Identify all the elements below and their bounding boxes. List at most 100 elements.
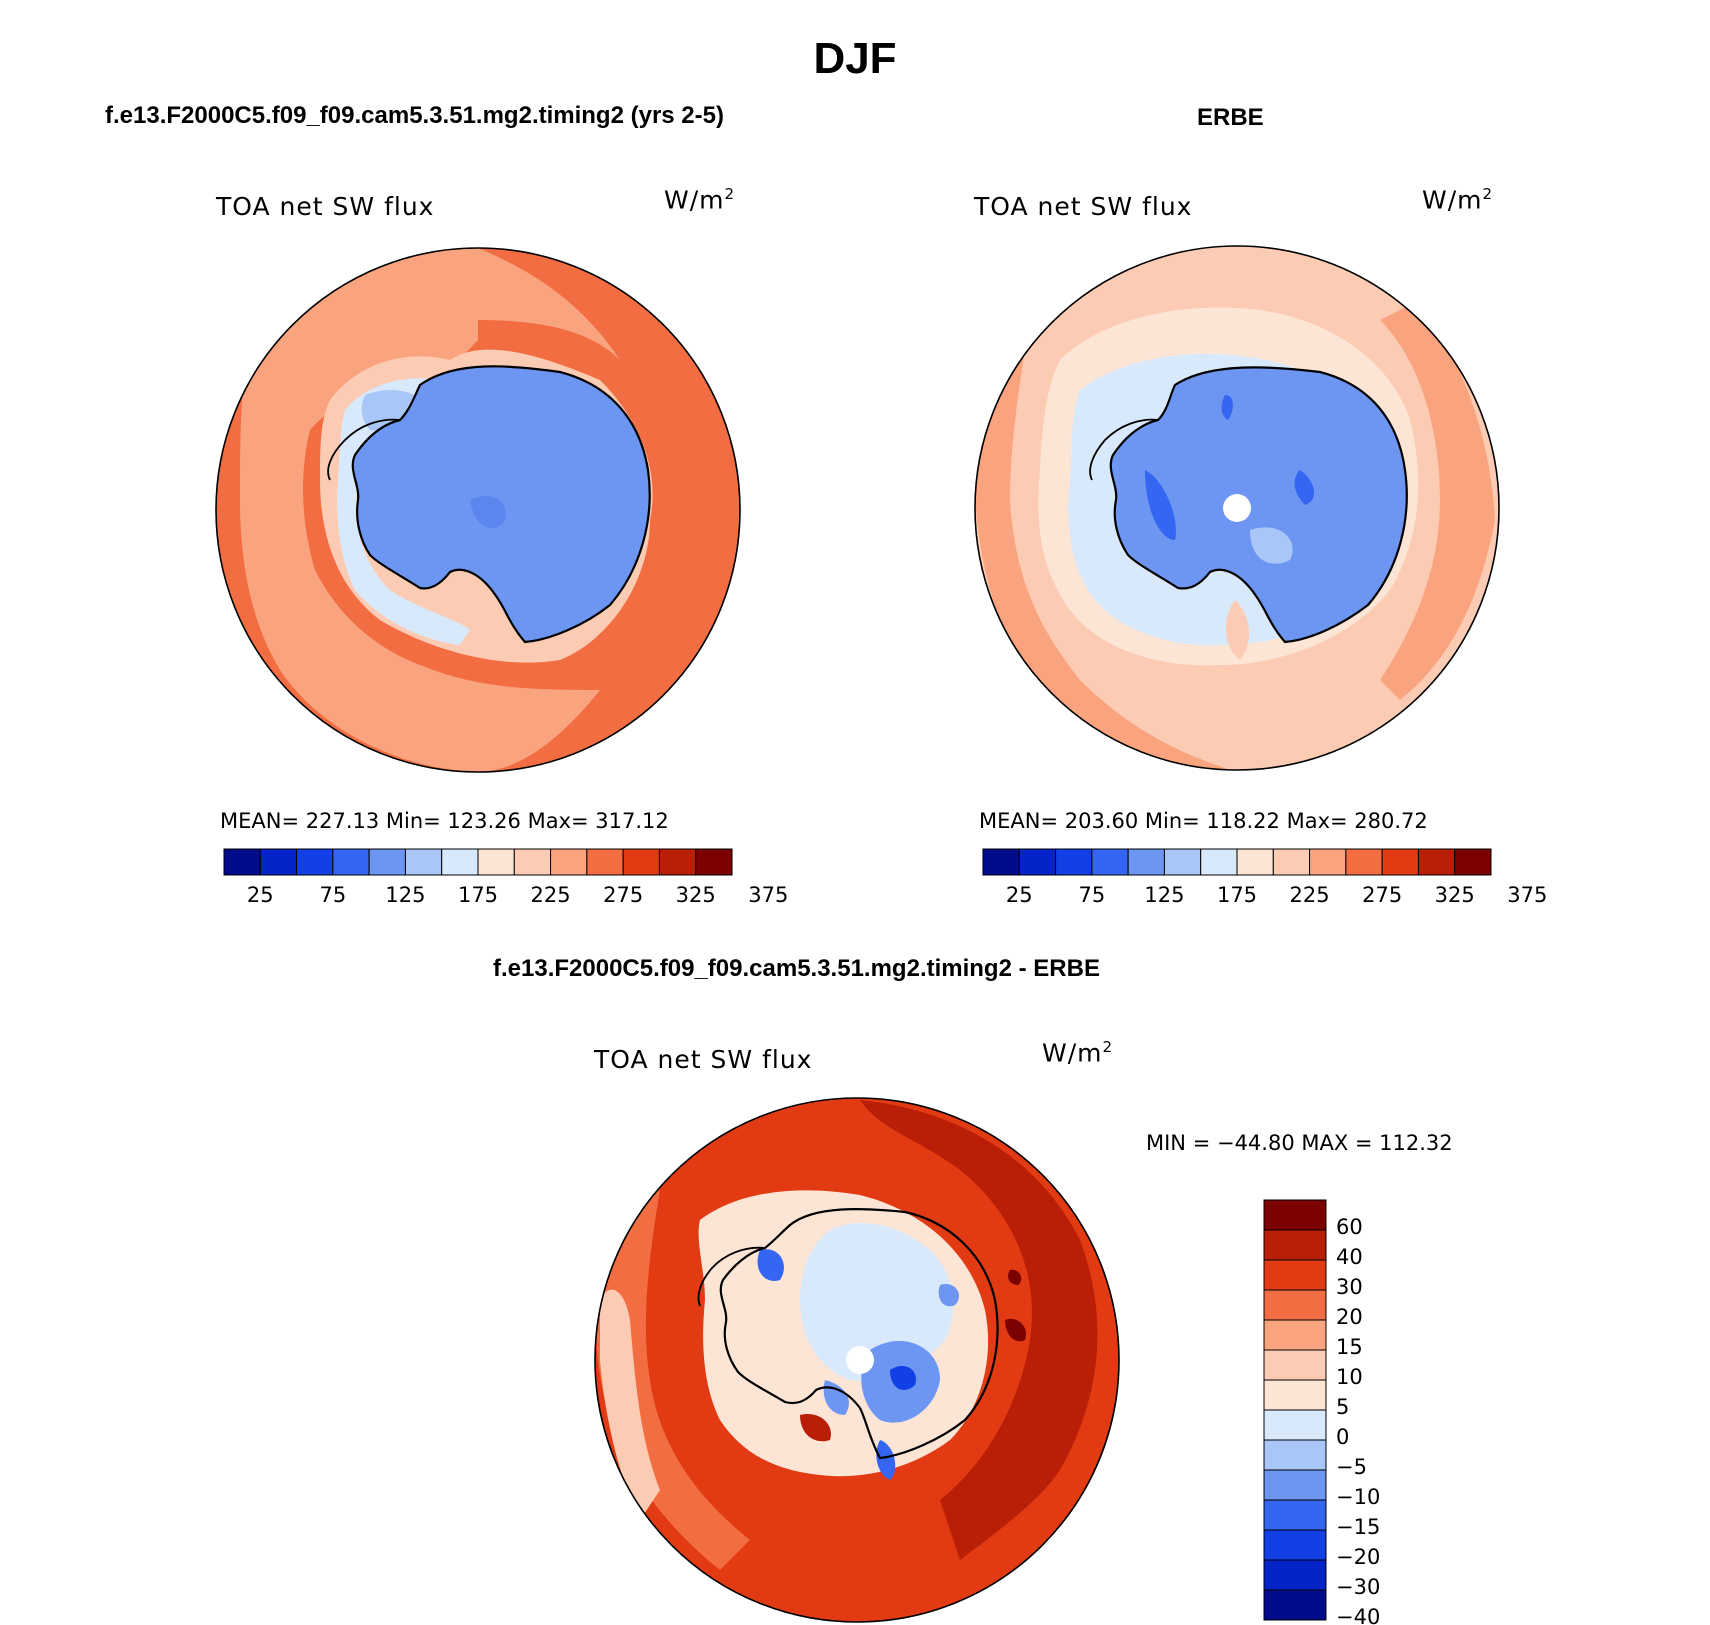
panel3-units: W/m2 — [1042, 1038, 1114, 1068]
panel3-field-blue2 — [757, 1249, 784, 1281]
panel1-colorbar-swatch-4 — [368, 848, 406, 876]
panel1-peninsula — [327, 418, 401, 481]
panel1-colorbar-tick: 175 — [458, 883, 498, 907]
panel3-colorbar-swatch-8 — [1263, 1439, 1327, 1471]
panel3-colorbar-swatch-0 — [1263, 1199, 1327, 1231]
panel2-colorbar-swatch-8 — [1272, 848, 1311, 876]
panel3-colorbar-tick: −5 — [1336, 1455, 1367, 1479]
panel3-field-blue-core — [890, 1365, 916, 1390]
panel2-colorbar-swatch-7 — [1236, 848, 1274, 876]
panel2-field-high1 — [1250, 527, 1293, 564]
panel2-colorbar-swatch-9 — [1309, 848, 1347, 876]
panel2-field-antarctica — [1110, 367, 1407, 642]
panel3-field-red-ross — [800, 1414, 831, 1442]
panel1-field-interior — [470, 496, 506, 529]
panel3-colorbar-swatch-11 — [1263, 1529, 1327, 1561]
panel2-peninsula — [1089, 418, 1159, 481]
panel3-field-darkred1 — [1005, 1318, 1026, 1342]
panel1-variable-label: TOA net SW flux — [216, 192, 435, 221]
panel3-field-blue5 — [876, 1440, 896, 1480]
panel3-colorbar-tick: 10 — [1336, 1365, 1363, 1389]
panel3-field-west-mid — [595, 1190, 750, 1570]
panel3-field-east-high — [860, 1100, 1098, 1560]
panel3-pole-hole — [846, 1346, 874, 1374]
panel2-colorbar-swatch-13 — [1454, 848, 1492, 876]
panel3-field-west-low — [600, 1289, 660, 1520]
panel3-colorbar-tick: 0 — [1336, 1425, 1349, 1449]
panel1-colorbar-swatch-13 — [695, 848, 733, 876]
panel2-colorbar-tick: 375 — [1507, 883, 1547, 907]
panel2-variable-label: TOA net SW flux — [974, 192, 1193, 221]
panel2-colorbar-swatch-0 — [982, 848, 1020, 876]
panel1-coastline — [351, 365, 651, 644]
panel2-field-low2 — [1294, 470, 1315, 505]
panel3-colorbar-tick: 60 — [1336, 1215, 1363, 1239]
panel1-colorbar-swatch-2 — [296, 848, 334, 876]
panel2-map-border — [974, 245, 1500, 771]
panel3-field-blue3 — [938, 1284, 960, 1307]
panel3-colorbar-swatch-10 — [1263, 1499, 1327, 1531]
panel1-colorbar-tick: 275 — [603, 883, 643, 907]
panel2-colorbar-swatch-5 — [1163, 848, 1202, 876]
panel2-units: W/m2 — [1422, 185, 1494, 215]
panel2-title: ERBE — [1197, 104, 1264, 131]
panel1-field-midlat — [240, 248, 600, 772]
panel1-units: W/m2 — [664, 185, 736, 215]
panel1-colorbar-swatch-9 — [550, 848, 588, 876]
panel3-colorbar-swatch-4 — [1263, 1319, 1327, 1351]
panel1-colorbar-swatch-8 — [513, 848, 552, 876]
panel3-colorbar-swatch-2 — [1263, 1259, 1327, 1291]
panel1-colorbar-swatch-1 — [259, 848, 298, 876]
panel1-colorbar-swatch-6 — [441, 848, 479, 876]
panel1-map-border — [215, 247, 741, 773]
panel1-colorbar-tick: 75 — [319, 883, 346, 907]
panel3-field-blue4 — [823, 1380, 849, 1415]
panel2-colorbar-tick: 325 — [1435, 883, 1475, 907]
panel2-stats: MEAN= 203.60 Min= 118.22 Max= 280.72 — [979, 809, 1428, 833]
panel3-colorbar-swatch-13 — [1263, 1589, 1327, 1621]
panel3-colorbar-tick: 30 — [1336, 1275, 1363, 1299]
panel2-colorbar-swatch-12 — [1417, 848, 1456, 876]
panel2-field-low1 — [1145, 470, 1176, 540]
panel3-colorbar-swatch-7 — [1263, 1409, 1327, 1441]
panel3-map-border — [594, 1097, 1120, 1623]
panel3-stats: MIN = −44.80 MAX = 112.32 — [1146, 1131, 1453, 1155]
panel1-title: f.e13.F2000C5.f09_f09.cam5.3.51.mg2.timi… — [105, 102, 724, 129]
panel3-colorbar-swatch-3 — [1263, 1289, 1327, 1321]
panel1-colorbar-tick: 375 — [748, 883, 788, 907]
figure-title: DJF — [813, 34, 897, 83]
panel3-colorbar-swatch-5 — [1263, 1349, 1327, 1381]
panel1-colorbar-tick: 325 — [676, 883, 716, 907]
panel3-colorbar-tick: −20 — [1336, 1545, 1380, 1569]
panel3-colorbar-swatch-12 — [1263, 1559, 1327, 1591]
panel2-colorbar-tick: 75 — [1078, 883, 1105, 907]
panel3-peninsula — [697, 1246, 766, 1307]
panel3-field-interior-neg — [800, 1222, 954, 1381]
panel2-colorbar-swatch-4 — [1127, 848, 1165, 876]
panel2-colorbar-swatch-6 — [1200, 848, 1238, 876]
panel1-colorbar-tick: 125 — [385, 883, 425, 907]
panel1-field-patch — [478, 248, 640, 380]
panel1-colorbar-swatch-11 — [622, 848, 660, 876]
panel3-colorbar-swatch-1 — [1263, 1229, 1327, 1261]
panel2-field-west — [975, 320, 1237, 770]
panel1-colorbar-swatch-12 — [658, 848, 697, 876]
panel3-colorbar-swatch-9 — [1263, 1469, 1327, 1501]
panel2-field-east — [1380, 300, 1495, 700]
panel3-colorbar-tick: −30 — [1336, 1575, 1380, 1599]
panel3-colorbar-tick: 40 — [1336, 1245, 1363, 1269]
panel3-field-darkred2 — [1007, 1269, 1022, 1285]
panel3-colorbar-tick: 15 — [1336, 1335, 1363, 1359]
panel3-colorbar-tick: −40 — [1336, 1605, 1380, 1625]
panel2-field-ross-patch — [1225, 600, 1250, 660]
panel2-colorbar-swatch-11 — [1381, 848, 1419, 876]
panel2-field-low3 — [1221, 395, 1233, 420]
panel1-colorbar-tick: 25 — [247, 883, 274, 907]
panel1-colorbar-swatch-0 — [223, 848, 261, 876]
panel3-colorbar-tick: 20 — [1336, 1305, 1363, 1329]
panel3-colorbar-tick: 5 — [1336, 1395, 1349, 1419]
